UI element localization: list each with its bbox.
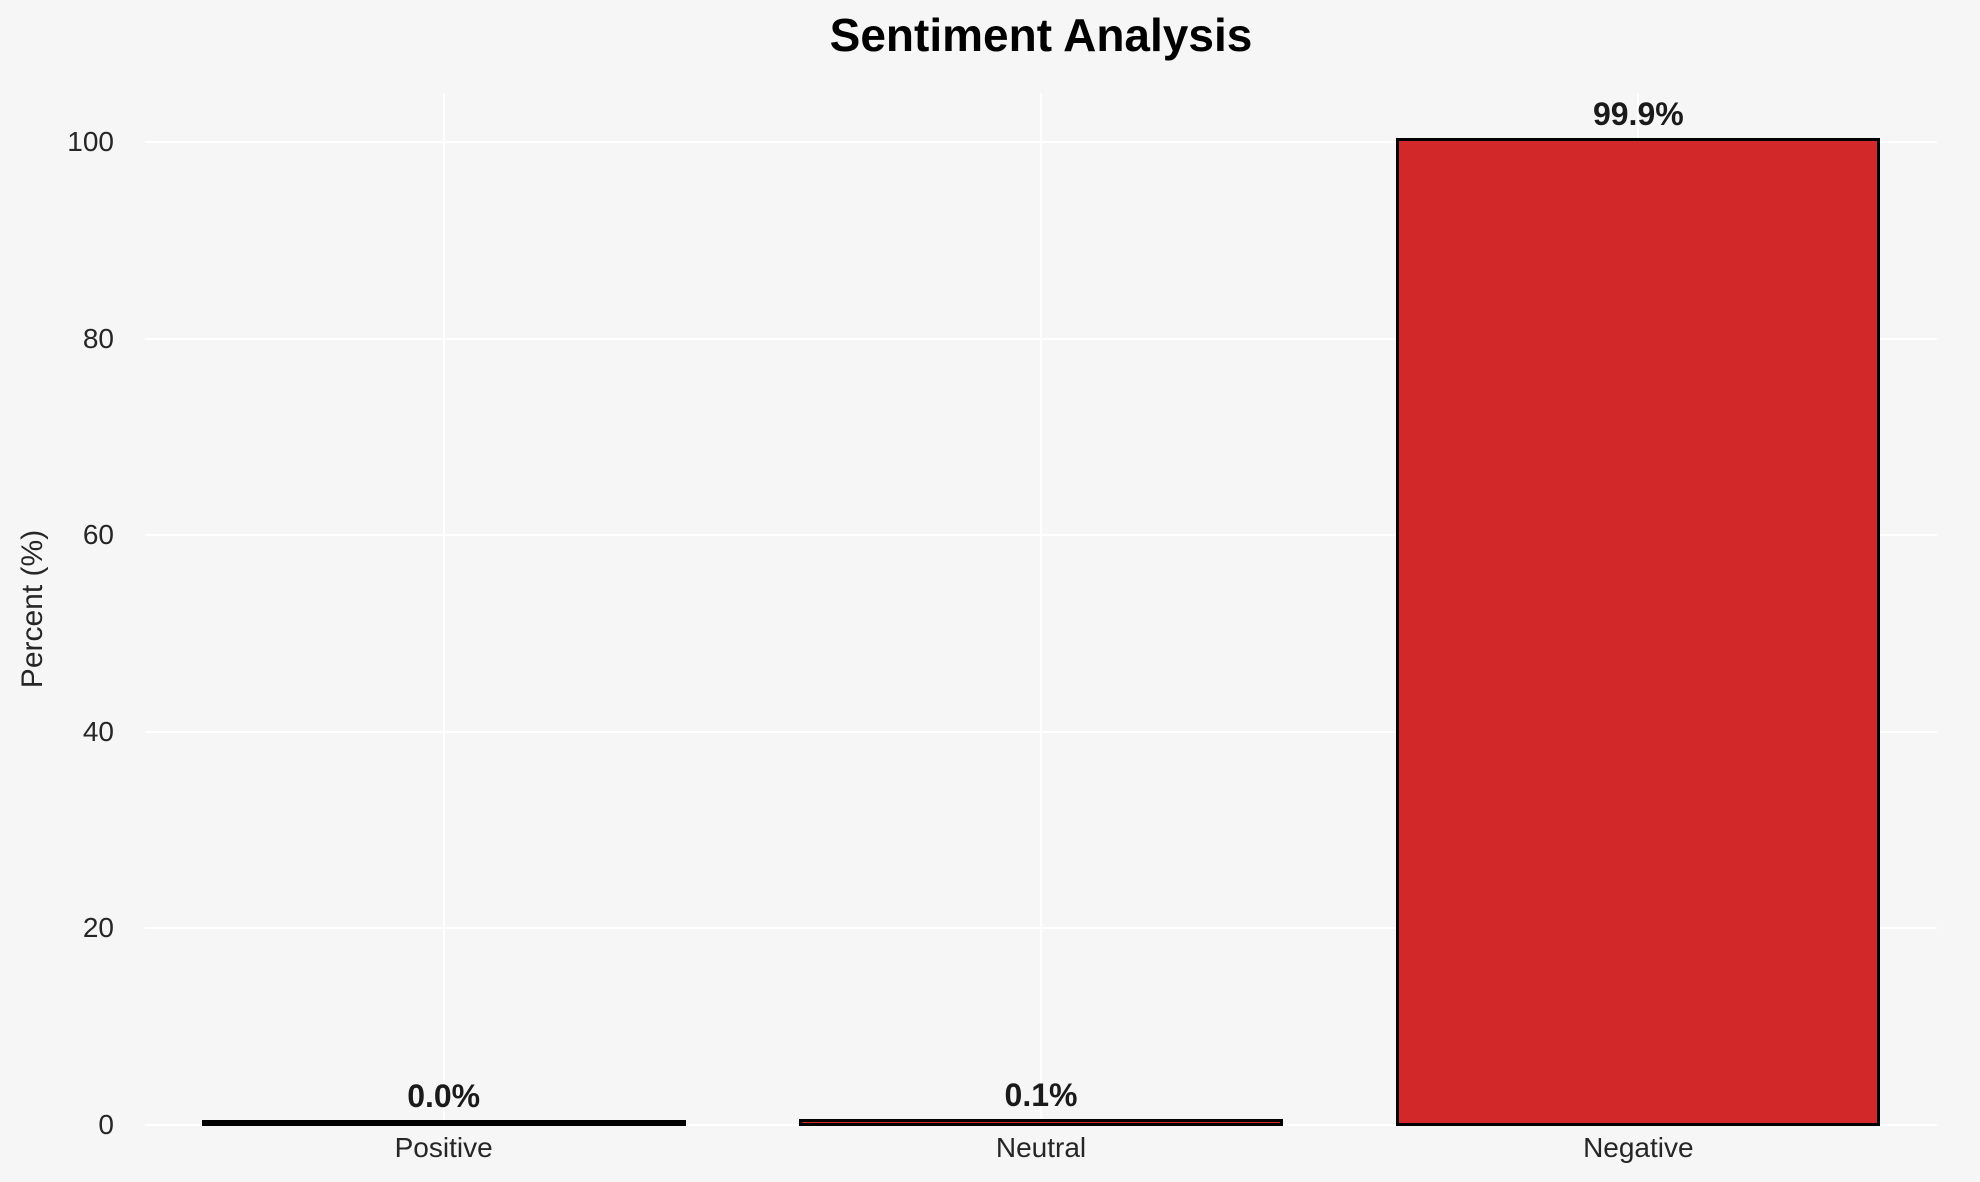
bar-negative bbox=[1396, 138, 1881, 1126]
x-gridline bbox=[442, 93, 445, 1125]
bar-value-label: 0.1% bbox=[1004, 1077, 1078, 1113]
y-tick-label: 80 bbox=[82, 322, 114, 354]
plot-area bbox=[145, 93, 1937, 1126]
y-tick-label: 40 bbox=[82, 715, 114, 747]
category-label: Neutral bbox=[995, 1132, 1087, 1163]
chart-title: Sentiment Analysis bbox=[829, 9, 1253, 61]
bar-neutral bbox=[799, 1119, 1283, 1126]
category-label: Positive bbox=[394, 1132, 493, 1163]
y-axis-label: Percent (%) bbox=[16, 529, 49, 689]
y-tick-label: 0 bbox=[98, 1109, 114, 1140]
bar-value-label: 0.0% bbox=[407, 1078, 481, 1114]
y-tick-label: 20 bbox=[82, 912, 114, 944]
bar-positive bbox=[201, 1120, 686, 1126]
category-label: Negative bbox=[1583, 1132, 1694, 1163]
bar-value-label: 99.9% bbox=[1592, 96, 1684, 132]
y-tick-label: 100 bbox=[67, 126, 114, 158]
x-gridline bbox=[1040, 93, 1042, 1125]
y-tick-label: 60 bbox=[82, 519, 114, 551]
